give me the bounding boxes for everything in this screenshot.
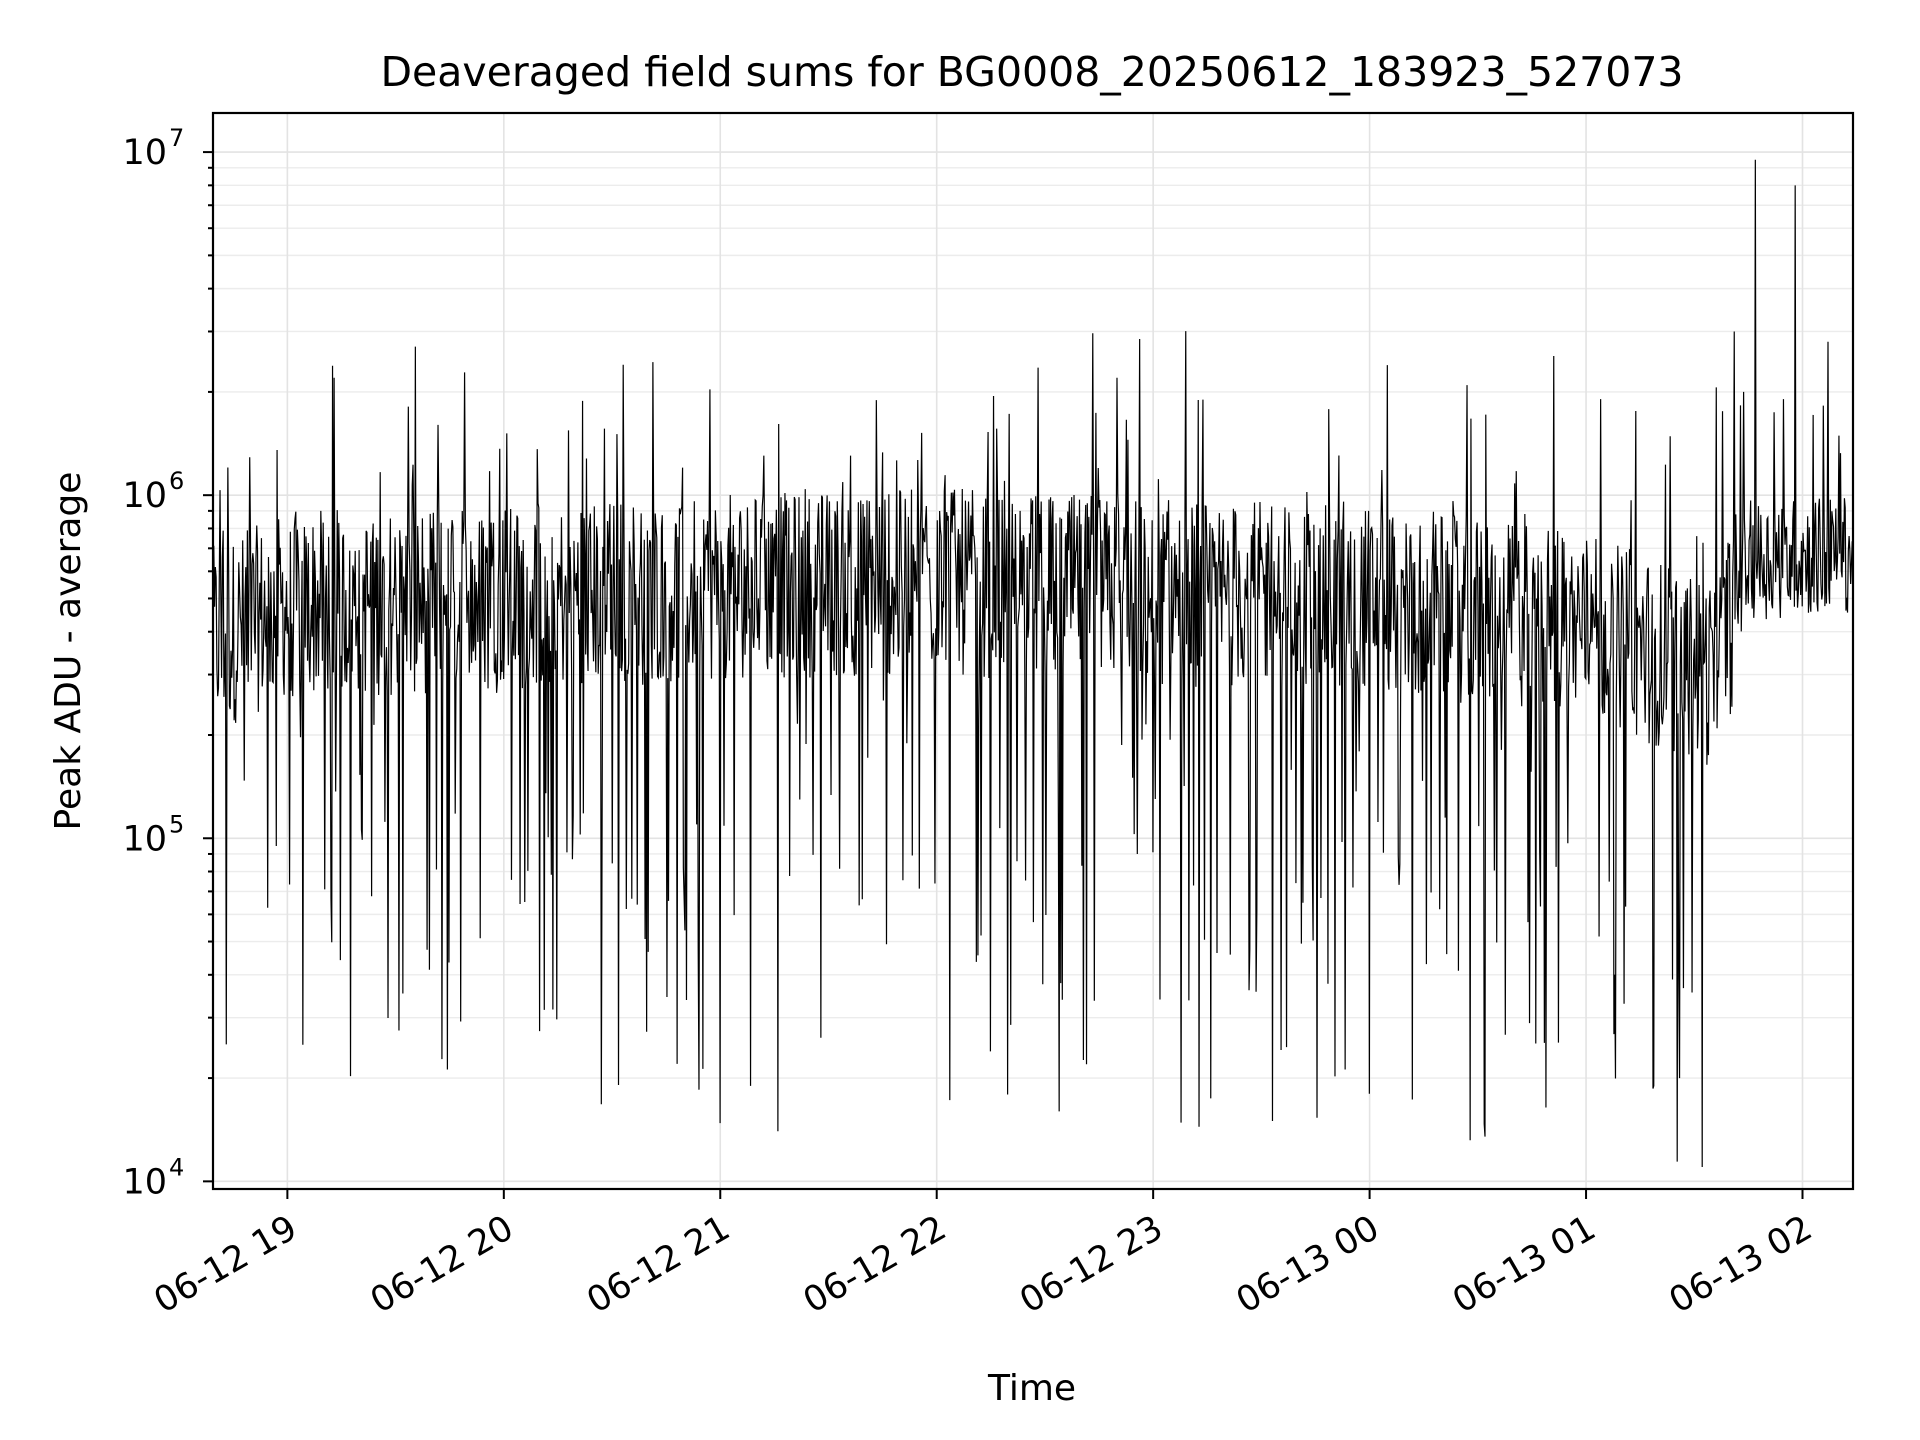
x-tick-label: 06-12 22 (797, 1208, 953, 1321)
x-axis-ticks: 06-12 19 06-12 20 06-12 21 06-12 22 06-12 23… (148, 1189, 1819, 1321)
y-tick-exponent: 6 (169, 467, 184, 495)
y-axis-label: Peak ADU - average (48, 472, 89, 831)
y-tick-exponent: 7 (169, 124, 184, 152)
x-axis-label: Time (987, 1368, 1076, 1409)
y-tick-exponent: 5 (169, 810, 184, 838)
series-line (212, 159, 1854, 1167)
y-tick-label: 10 (122, 1162, 167, 1202)
x-tick-label: 06-12 21 (580, 1208, 736, 1321)
y-tick-label: 10 (122, 476, 167, 516)
y-tick-exponent: 4 (169, 1153, 184, 1181)
x-tick-label: 06-12 20 (364, 1208, 520, 1321)
x-tick-label: 06-13 02 (1663, 1208, 1819, 1321)
chart-title: Deaveraged field sums for BG0008_2025061… (380, 48, 1683, 96)
x-tick-label: 06-12 23 (1013, 1208, 1169, 1321)
y-tick-label: 10 (122, 819, 167, 859)
x-tick-label: 06-12 19 (148, 1208, 304, 1321)
x-tick-label: 06-13 00 (1230, 1208, 1386, 1321)
y-tick-label: 10 (122, 133, 167, 173)
plot-frame (211, 111, 1855, 1191)
x-tick-label: 06-13 01 (1446, 1208, 1602, 1321)
